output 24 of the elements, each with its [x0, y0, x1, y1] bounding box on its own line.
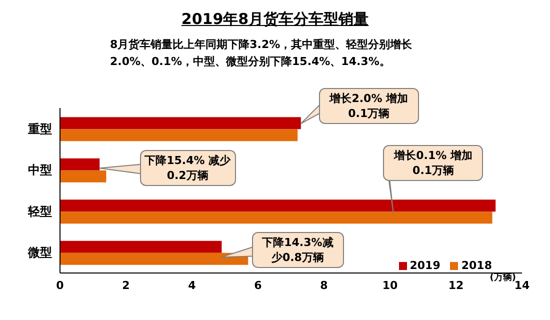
x-tick-label: 14 [514, 278, 530, 292]
x-tick-label: 0 [56, 278, 64, 292]
x-tick-label: 2 [122, 278, 130, 292]
y-tick-label: 中型 [28, 163, 52, 178]
legend-label: 2018 [461, 259, 492, 272]
x-tick-label: 8 [320, 278, 328, 292]
annotation: 下降15.4% 减少0.2万辆 [140, 150, 236, 186]
y-tick-label: 微型 [27, 246, 52, 260]
y-tick-label: 重型 [27, 122, 52, 136]
x-tick-label: 12 [448, 278, 464, 292]
legend-label: 2019 [410, 259, 440, 272]
annotation: 增长2.0% 增加0.1万辆 [318, 88, 419, 124]
x-tick-label: 10 [382, 278, 398, 292]
bar [60, 170, 106, 182]
bar [60, 129, 298, 142]
annotation: 下降14.3%减少0.8万辆 [252, 232, 344, 268]
y-tick-label: 轻型 [27, 204, 52, 218]
annotation: 增长0.1% 增加0.1万辆 [383, 144, 484, 181]
x-tick-label: 4 [188, 278, 196, 292]
x-tick-label: 6 [254, 278, 262, 292]
chart-subtitle: 8月货车销量比上年同期下降3.2%，其中重型、轻型分别增长2.0%、0.1%，中型、微型分别下降15.4%、14.3%。 [110, 37, 414, 70]
bar [60, 212, 492, 224]
bar [60, 252, 248, 265]
chart-title: 2019年8月货车分车型销量 [180, 10, 370, 29]
